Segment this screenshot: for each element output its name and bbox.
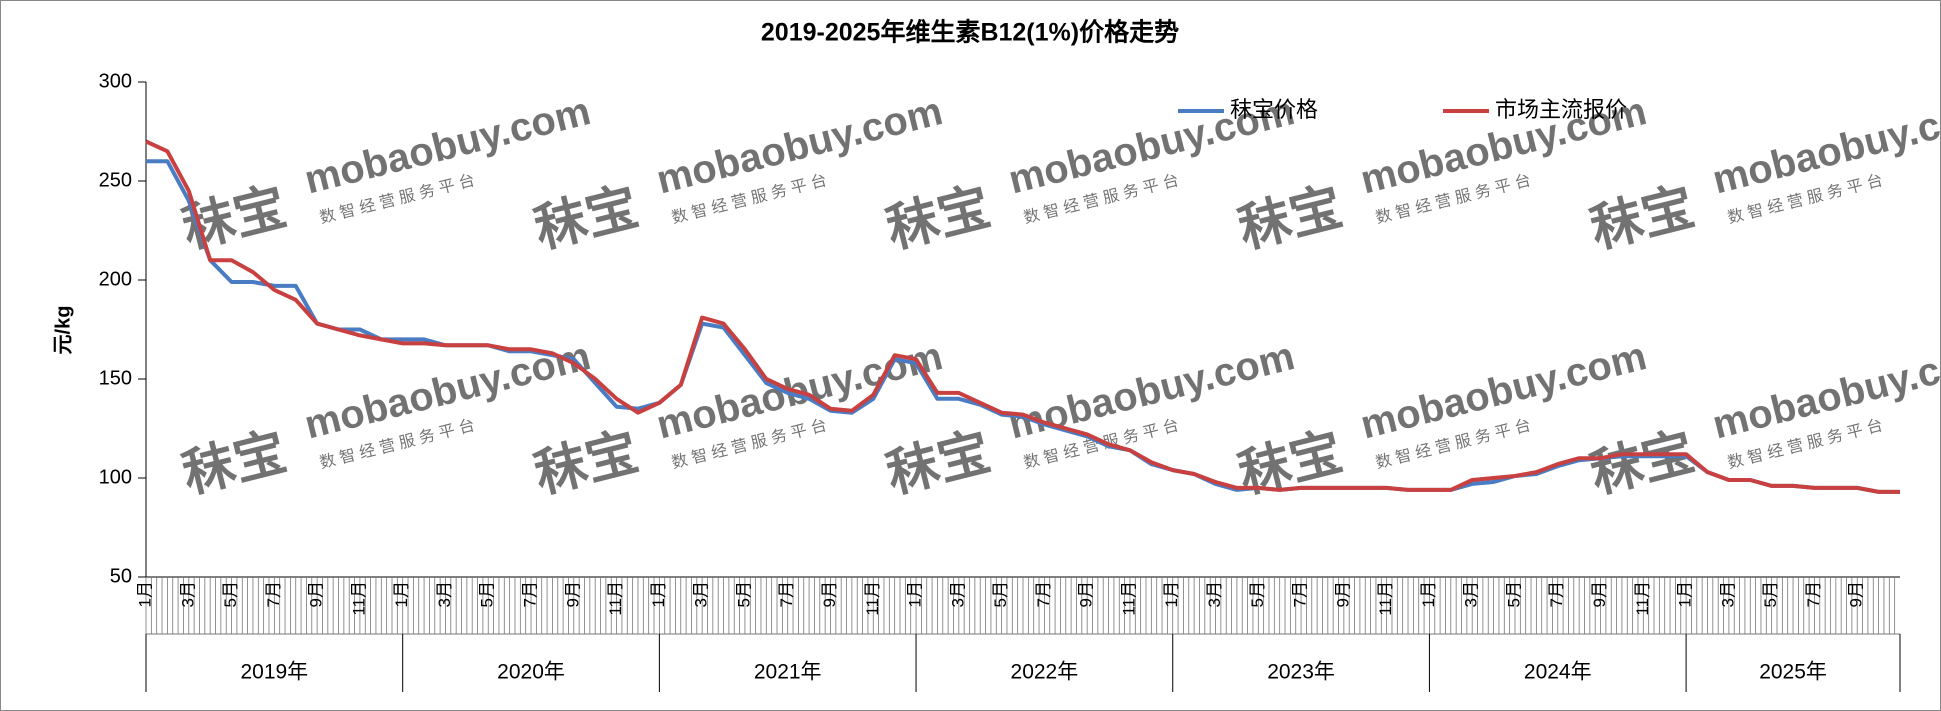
legend-label: 秣宝价格 [1230,97,1318,122]
x-tick-label: 1月 [906,581,925,607]
x-tick-label: 9月 [820,581,839,607]
x-tick-label: 1月 [135,581,154,607]
year-label: 2023年 [1267,661,1335,684]
y-axis-label: 元/kg [52,306,74,355]
y-tick-label: 100 [99,466,132,488]
x-tick-label: 11月 [1119,581,1138,616]
y-tick-label: 300 [99,70,132,92]
x-tick-label: 1月 [1162,581,1181,607]
x-tick-label: 7月 [264,581,283,607]
x-tick-label: 7月 [1291,581,1310,607]
x-tick-label: 7月 [1034,581,1053,607]
x-tick-label: 9月 [1077,581,1096,607]
x-tick-label: 5月 [478,581,497,607]
x-tick-label: 11月 [1376,581,1395,616]
x-tick-label: 3月 [1205,581,1224,607]
x-tick-label: 9月 [563,581,582,607]
y-tick-label: 150 [99,367,132,389]
y-tick-label: 50 [110,565,132,587]
x-tick-label: 7月 [521,581,540,607]
x-tick-label: 5月 [991,581,1010,607]
x-tick-label: 5月 [1504,581,1523,607]
year-label: 2020年 [497,661,565,684]
x-tick-label: 5月 [1248,581,1267,607]
x-tick-label: 5月 [1761,581,1780,607]
x-tick-label: 11月 [606,581,625,616]
x-tick-label: 1月 [392,581,411,607]
line-series [145,139,1900,494]
x-tick-label: 9月 [1847,581,1866,607]
chart-title: 2019-2025年维生素B12(1%)价格走势 [761,18,1179,47]
x-tick-label: 3月 [948,581,967,607]
x-tick-label: 1月 [1676,581,1695,607]
x-tick-label: 11月 [863,581,882,616]
legend-label: 市场主流报价 [1495,97,1627,122]
x-tick-label: 9月 [1590,581,1609,607]
x-tick-label: 3月 [1718,581,1737,607]
x-tick-label: 9月 [1333,581,1352,607]
x-tick-label: 11月 [349,581,368,616]
x-tick-label: 3月 [1462,581,1481,607]
x-tick-label: 5月 [221,581,240,607]
x-tick-label: 7月 [777,581,796,607]
x-tick-label: 9月 [307,581,326,607]
y-tick-label: 200 [99,268,132,290]
x-tick-label: 3月 [692,581,711,607]
year-label: 2022年 [1011,661,1079,684]
x-tick-label: 5月 [734,581,753,607]
x-tick-label: 1月 [1419,581,1438,607]
y-tick-label: 250 [99,169,132,191]
x-tick-label: 1月 [649,581,668,607]
x-tick-label: 7月 [1804,581,1823,607]
x-tick-label: 3月 [178,581,197,607]
year-label: 2019年 [240,661,308,684]
year-label: 2021年 [754,661,822,684]
x-tick-label: 11月 [1633,581,1652,616]
x-tick-label: 3月 [435,581,454,607]
year-label: 2025年 [1759,661,1827,684]
year-label: 2024年 [1524,661,1592,684]
x-tick-label: 7月 [1547,581,1566,607]
